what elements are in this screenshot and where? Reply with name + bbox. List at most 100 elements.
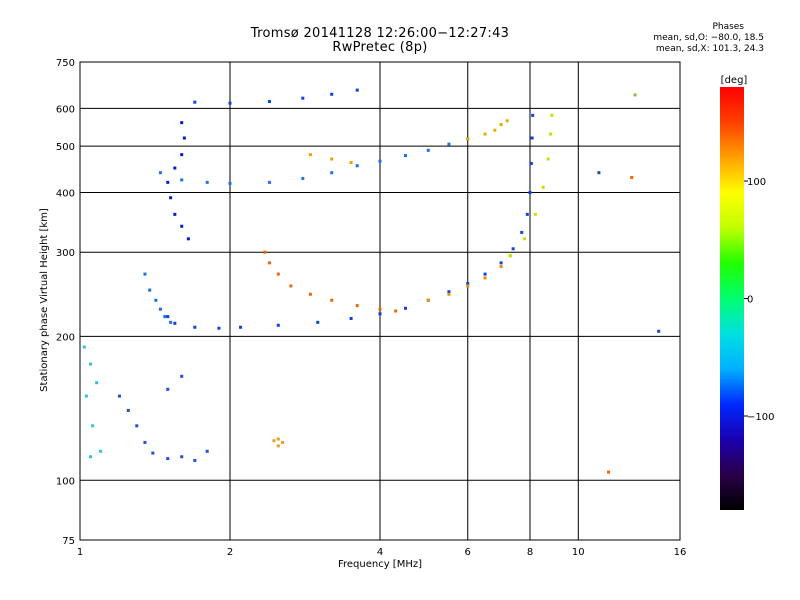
data-point: [99, 449, 103, 453]
data-point: [550, 113, 554, 117]
data-point: [633, 93, 637, 97]
data-point: [263, 250, 267, 254]
y-tick-label: 75: [62, 536, 75, 547]
data-point: [180, 153, 184, 157]
data-point: [330, 157, 334, 161]
colorbar-ticks: 100 0 −100: [744, 177, 774, 423]
data-point: [267, 180, 271, 184]
data-point: [272, 439, 276, 443]
data-point: [483, 272, 487, 276]
data-point: [330, 171, 334, 175]
data-point: [493, 128, 497, 132]
data-point: [193, 458, 197, 462]
data-point: [349, 316, 353, 320]
data-point: [630, 175, 634, 179]
colorbar-tick-label: −100: [747, 412, 774, 423]
data-point: [529, 161, 533, 165]
data-point: [166, 457, 170, 461]
data-point: [483, 132, 487, 136]
data-point: [403, 306, 407, 310]
x-tick-label: 2: [227, 547, 233, 558]
data-point: [166, 180, 170, 184]
data-point: [173, 166, 177, 170]
data-point: [180, 374, 184, 378]
y-tick-label: 100: [56, 476, 75, 487]
data-point: [355, 88, 359, 92]
data-point: [499, 123, 503, 127]
data-point: [89, 362, 93, 366]
data-point: [505, 119, 509, 123]
chart-title: Tromsø 20141128 12:26:00−12:27:43: [250, 26, 510, 41]
colorbar-gradient: [720, 87, 744, 510]
data-point: [182, 136, 186, 140]
y-tick-label: 750: [56, 58, 75, 69]
data-point: [447, 292, 451, 296]
data-point: [301, 176, 305, 180]
y-tick-label: 400: [56, 188, 75, 199]
data-point: [148, 288, 152, 292]
data-point: [607, 470, 611, 474]
data-point: [82, 345, 86, 349]
data-point: [180, 121, 184, 125]
data-point: [158, 171, 162, 175]
phases-heading: Phases: [712, 22, 744, 32]
data-point: [135, 424, 139, 428]
data-point: [117, 394, 121, 398]
data-point: [447, 290, 451, 294]
data-point: [546, 157, 550, 161]
data-point: [355, 304, 359, 308]
data-point: [533, 212, 537, 216]
data-point: [466, 284, 470, 288]
data-point: [511, 247, 515, 251]
data-point: [520, 230, 524, 234]
data-point: [276, 437, 280, 441]
phase-colorbar: [deg] 100 0 −100: [720, 75, 774, 510]
data-point: [378, 312, 382, 316]
data-point: [499, 261, 503, 265]
data-point: [89, 455, 93, 459]
data-point: [523, 237, 527, 241]
data-point: [180, 455, 184, 459]
colorbar-tick-label: 100: [747, 177, 766, 188]
data-point: [447, 142, 451, 146]
data-point: [228, 101, 232, 105]
data-point: [308, 292, 312, 296]
data-point: [466, 282, 470, 286]
data-point: [95, 381, 99, 385]
data-point: [126, 408, 130, 412]
data-point: [330, 298, 334, 302]
data-point: [378, 307, 382, 311]
data-point: [355, 164, 359, 168]
data-point: [276, 444, 280, 448]
x-tick-label: 1: [77, 547, 83, 558]
data-point: [330, 92, 334, 96]
x-tick-label: 10: [572, 547, 585, 558]
data-point: [657, 329, 661, 333]
data-point: [173, 212, 177, 216]
y-axis-ticks: 75 100 200 300 400 500 600 750: [56, 58, 75, 547]
data-point: [426, 148, 430, 152]
data-point: [169, 320, 173, 324]
chart-subtitle: RwPretec (8p): [332, 40, 428, 55]
data-point: [158, 307, 162, 311]
data-point: [403, 154, 407, 158]
data-point: [151, 451, 155, 455]
x-tick-label: 6: [465, 547, 471, 558]
data-point: [267, 261, 271, 265]
data-point: [308, 153, 312, 157]
grid-lines: [80, 62, 680, 540]
data-points: [82, 88, 661, 474]
data-point: [180, 224, 184, 228]
data-point: [531, 113, 535, 117]
data-point: [378, 159, 382, 163]
data-point: [239, 325, 243, 329]
data-point: [163, 315, 167, 319]
x-tick-label: 4: [377, 547, 383, 558]
data-point: [349, 161, 353, 165]
y-tick-label: 200: [56, 332, 75, 343]
y-tick-label: 500: [56, 142, 75, 153]
data-point: [186, 237, 190, 241]
data-point: [426, 298, 430, 302]
data-point: [499, 265, 503, 269]
